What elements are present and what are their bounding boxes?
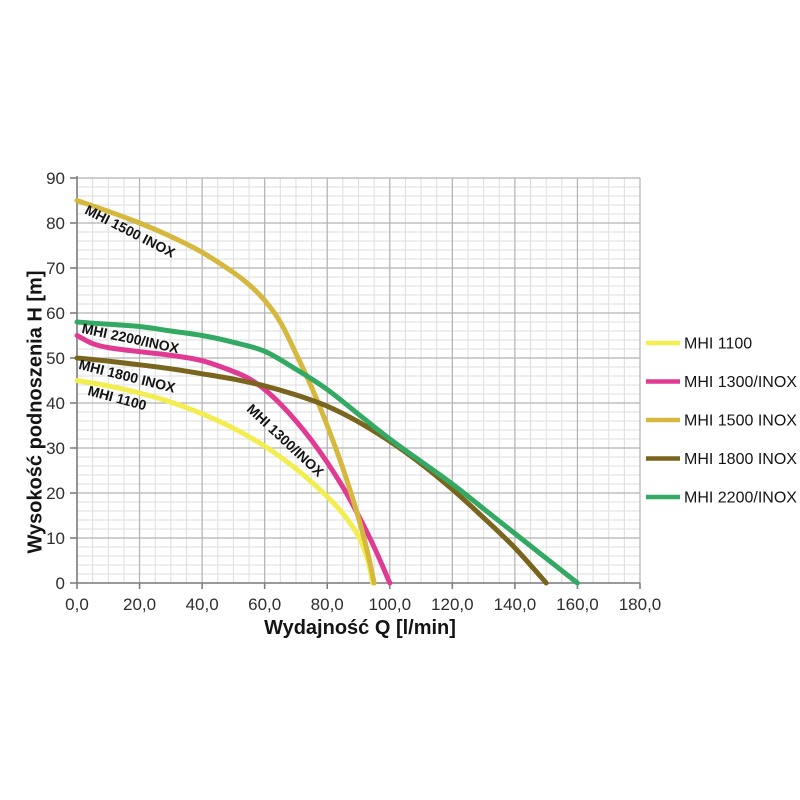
y-tick-label: 70 (46, 259, 65, 278)
x-tick-label: 120,0 (431, 595, 474, 614)
x-axis-title: Wydajność Q [l/min] (264, 617, 456, 639)
legend-item-label: MHI 1100 (684, 336, 752, 353)
legend-item-label: MHI 1800 INOX (684, 451, 797, 468)
curve-mhi-2200-inox (74, 319, 580, 586)
curve-mhi-1500-inox (74, 198, 377, 586)
y-tick-label: 20 (46, 484, 65, 503)
x-tick-label: 40,0 (186, 595, 219, 614)
curve-mhi-1100 (74, 378, 376, 586)
curve-mhi-1800-inox (74, 355, 549, 586)
x-tick-label: 100,0 (369, 595, 412, 614)
y-tick-label: 60 (46, 304, 65, 323)
y-axis-title: Wysokość podnoszenia H [m] (24, 270, 47, 554)
y-tick-label: 50 (46, 349, 65, 368)
y-tick-label: 80 (46, 214, 65, 233)
x-tick-label: 60,0 (248, 595, 281, 614)
y-tick-label: 10 (46, 529, 65, 548)
curve-mhi-1300-inox (74, 333, 393, 586)
y-tick-label: 0 (56, 574, 65, 593)
x-tick-label: 20,0 (123, 595, 156, 614)
legend-item-label: MHI 1500 INOX (684, 413, 797, 430)
legend-item-label: MHI 2200/INOX (684, 490, 797, 507)
x-tick-label: 160,0 (556, 595, 599, 614)
legend-item-label: MHI 1300/INOX (684, 374, 797, 391)
y-tick-label: 40 (46, 394, 65, 413)
x-tick-label: 80,0 (311, 595, 344, 614)
x-tick-label: 0,0 (65, 595, 89, 614)
x-tick-label: 180,0 (619, 595, 662, 614)
y-tick-label: 30 (46, 439, 65, 458)
y-tick-label: 90 (46, 169, 65, 188)
x-tick-label: 140,0 (494, 595, 537, 614)
